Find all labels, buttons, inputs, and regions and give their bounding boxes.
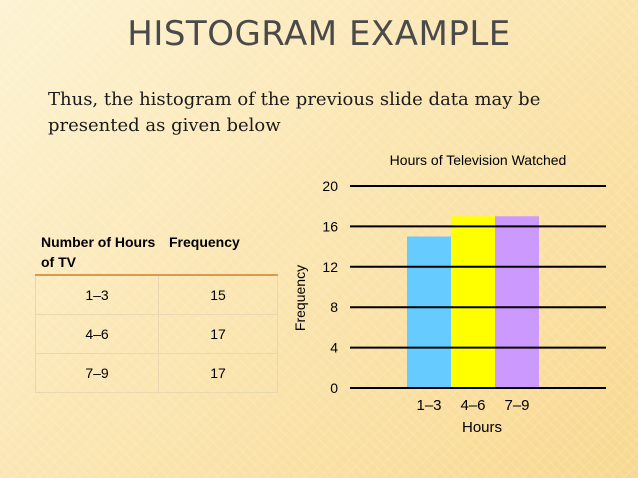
y-tick-label: 12 [322,259,338,275]
y-tick-label: 4 [330,340,338,356]
y-tick-label: 8 [330,299,338,315]
cell-hours: 1–3 [36,276,159,314]
table-row: 4–6 17 [36,315,277,354]
cell-hours: 4–6 [36,315,159,353]
y-tick-label: 16 [322,218,338,234]
y-axis-label: Frequency [292,265,308,331]
x-tick-label: 7–9 [504,397,529,414]
slide-title: HISTOGRAM EXAMPLE [127,14,511,54]
table-header-row: Number of Hours of TV Frequency [35,232,278,276]
table-body: 1–3 15 4–6 17 7–9 17 [35,276,278,393]
x-tick-label: 4–6 [460,397,485,414]
x-axis-label: Hours [462,419,502,436]
bar-1 [407,236,451,388]
y-tick-label: 0 [330,380,338,396]
bar-3 [495,216,539,388]
cell-hours: 7–9 [36,354,159,392]
chart-title: Hours of Television Watched [390,152,567,168]
header-frequency: Frequency [169,234,240,250]
cell-frequency: 17 [210,365,226,381]
cell-frequency: 17 [210,326,226,342]
cell-frequency: 15 [210,287,226,303]
table-row: 7–9 17 [36,354,277,393]
header-hours: Number of Hours of TV [41,234,156,270]
frequency-table: Number of Hours of TV Frequency 1–3 15 4… [35,232,278,393]
bar-2 [451,216,495,388]
x-tick-label: 1–3 [416,397,441,414]
y-tick-label: 20 [322,178,338,194]
table-row: 1–3 15 [36,276,277,315]
slide-subtitle: Thus, the histogram of the previous slid… [48,89,541,136]
